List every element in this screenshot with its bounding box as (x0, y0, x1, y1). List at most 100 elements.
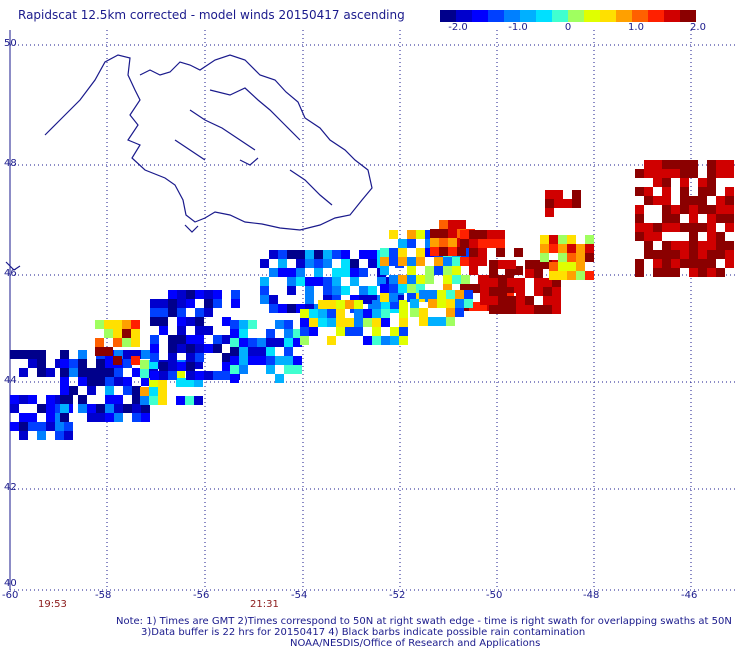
wind-cell (428, 290, 437, 299)
wind-cell (323, 250, 332, 259)
wind-cell (141, 377, 150, 386)
wind-cell (576, 244, 585, 253)
wind-cell (275, 320, 284, 329)
wind-cell (489, 269, 498, 278)
wind-cell (186, 290, 195, 299)
wind-cell (552, 296, 561, 305)
wind-cell (105, 368, 114, 377)
wind-cell (104, 329, 113, 338)
wind-cell (460, 230, 469, 239)
wind-cell (671, 250, 680, 259)
wind-cell (60, 395, 69, 404)
wind-cell (354, 327, 363, 336)
wind-cell (10, 422, 19, 431)
wind-cell (498, 305, 507, 314)
wind-cell (725, 205, 734, 214)
colorbar-tick: 2.0 (690, 22, 706, 33)
wind-cell (114, 368, 123, 377)
wind-cell (159, 371, 168, 380)
wind-cell (439, 247, 448, 256)
wind-cell (689, 241, 698, 250)
wind-cell (132, 350, 141, 359)
wind-cell (680, 250, 689, 259)
wind-cell (416, 275, 425, 284)
wind-cell (496, 239, 505, 248)
wind-cell (716, 196, 725, 205)
wind-cell (549, 271, 558, 280)
wind-cell (296, 268, 305, 277)
wind-cell (327, 318, 336, 327)
wind-cell (489, 296, 498, 305)
wind-cell (380, 266, 389, 275)
wind-cell (662, 268, 671, 277)
wind-cell (140, 387, 149, 396)
wind-cell (275, 356, 284, 365)
wind-cell (113, 338, 122, 347)
wind-cell (105, 404, 114, 413)
wind-cell (114, 413, 123, 422)
wind-cell (707, 241, 716, 250)
wind-cell (222, 353, 231, 362)
wind-cell (680, 178, 689, 187)
wind-cell (231, 299, 240, 308)
wind-cell (572, 199, 581, 208)
wind-cell (336, 327, 345, 336)
wind-cell (195, 371, 204, 380)
wind-cell (105, 395, 114, 404)
wind-cell (545, 190, 554, 199)
wind-cell (549, 262, 558, 271)
wind-cell (707, 214, 716, 223)
wind-cell (230, 329, 239, 338)
wind-cell (489, 260, 498, 269)
wind-cell (635, 214, 644, 223)
wind-cell (525, 296, 534, 305)
wind-cell (195, 317, 204, 326)
wind-cell (410, 308, 419, 317)
wind-cell (260, 277, 269, 286)
wind-cell (407, 266, 416, 275)
colorbar-swatch (680, 10, 696, 22)
wind-cell (114, 395, 123, 404)
wind-cell (332, 250, 341, 259)
y-tick-label: 42 (4, 482, 17, 493)
wind-cell (150, 308, 159, 317)
wind-cell (534, 305, 543, 314)
wind-cell (534, 269, 543, 278)
wind-cell (496, 230, 505, 239)
wind-cell (363, 318, 372, 327)
wind-cell (87, 377, 96, 386)
wind-cell (662, 196, 671, 205)
wind-cell (399, 327, 408, 336)
wind-cell (284, 329, 293, 338)
footnote-line-3: NOAA/NESDIS/Office of Research and Appli… (290, 638, 541, 649)
wind-cell (60, 404, 69, 413)
wind-cell (671, 169, 680, 178)
wind-cell (194, 378, 203, 387)
wind-cell (150, 371, 159, 380)
wind-cell (489, 305, 498, 314)
wind-cell (300, 327, 309, 336)
wind-cell (350, 277, 359, 286)
wind-cell (195, 326, 204, 335)
wind-cell (140, 396, 149, 405)
wind-cell (399, 336, 408, 345)
wind-cell (507, 296, 516, 305)
wind-cell (381, 318, 390, 327)
wind-cell (96, 413, 105, 422)
wind-cell (707, 178, 716, 187)
wind-cell (105, 413, 114, 422)
wind-cell (543, 296, 552, 305)
wind-cell (287, 304, 296, 313)
colorbar-swatch (584, 10, 600, 22)
wind-cell (671, 223, 680, 232)
wind-cell (439, 238, 448, 247)
wind-cell (266, 356, 275, 365)
wind-cell (46, 404, 55, 413)
wind-cell (635, 268, 644, 277)
wind-cell (305, 295, 314, 304)
wind-cell (380, 257, 389, 266)
wind-cell (123, 377, 132, 386)
wind-cell (549, 244, 558, 253)
wind-cell (543, 260, 552, 269)
